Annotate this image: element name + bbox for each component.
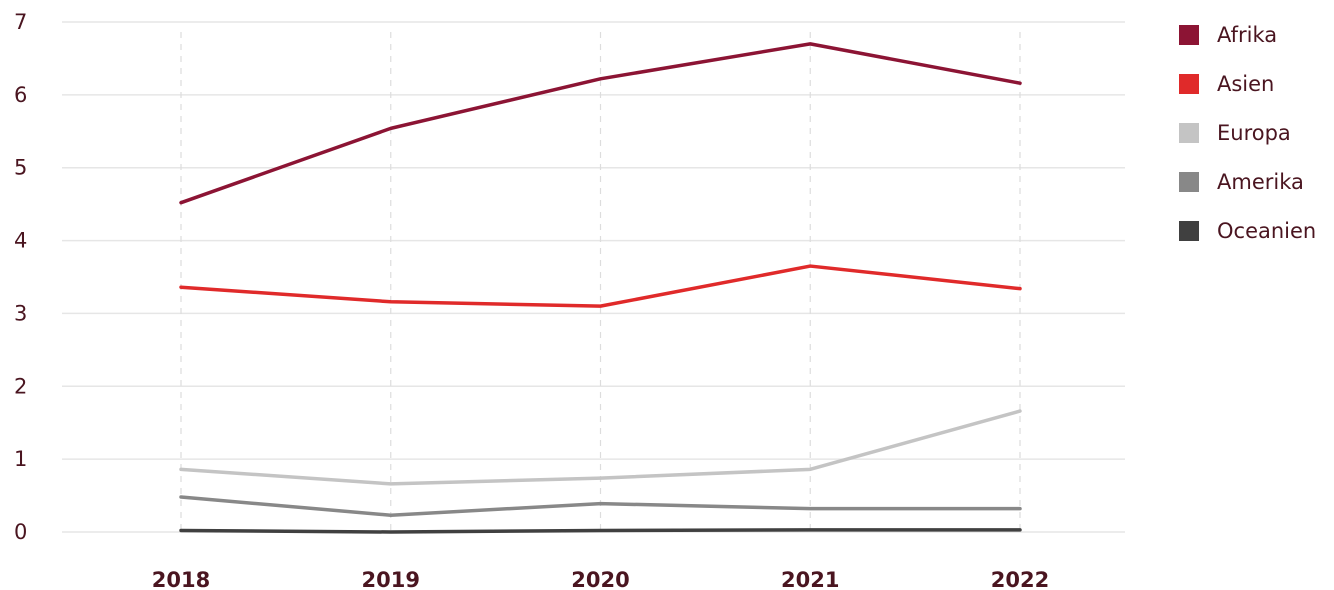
series-lines <box>179 42 1022 534</box>
legend-item: Amerika <box>1179 157 1329 206</box>
legend-label: Asien <box>1217 71 1275 96</box>
y-tick-label: 5 <box>14 156 27 180</box>
legend-swatch <box>1179 73 1199 94</box>
y-tick-label: 3 <box>14 301 27 325</box>
y-tick-label: 1 <box>14 447 27 471</box>
legend-swatch <box>1179 220 1199 241</box>
y-tick-label: 6 <box>14 83 27 107</box>
series-line-amerika <box>179 495 1022 517</box>
legend-label: Europa <box>1217 120 1291 145</box>
grid <box>62 21 1125 533</box>
series-line-oceanien <box>179 528 1022 534</box>
legend-label: Amerika <box>1217 169 1304 194</box>
y-tick-label: 4 <box>14 229 27 253</box>
legend-label: Afrika <box>1217 22 1278 47</box>
x-tick-label: 2019 <box>362 568 420 590</box>
y-tick-label: 2 <box>14 374 27 398</box>
legend-item: Asien <box>1179 59 1329 108</box>
x-tick-label: 2018 <box>152 568 210 590</box>
series-line-europa <box>179 409 1022 486</box>
legend-swatch <box>1179 24 1199 45</box>
legend-label: Oceanien <box>1217 218 1317 243</box>
series-line-afrika <box>179 42 1022 205</box>
legend: Afrika Asien Europa Amerika Oceanien <box>1179 10 1329 255</box>
x-axis-ticks: 2018 2019 2020 2021 2022 <box>152 568 1049 590</box>
vertical-guides <box>180 32 1021 532</box>
legend-swatch <box>1179 171 1199 192</box>
y-tick-label: 7 <box>14 10 27 34</box>
y-tick-label: 0 <box>14 520 27 544</box>
legend-item: Afrika <box>1179 10 1329 59</box>
series-line-asien <box>179 264 1022 308</box>
legend-swatch <box>1179 122 1199 143</box>
x-tick-label: 2022 <box>991 568 1049 590</box>
x-tick-label: 2021 <box>781 568 839 590</box>
y-axis-ticks: 0 1 2 3 4 5 6 7 <box>14 10 27 544</box>
x-tick-label: 2020 <box>571 568 629 590</box>
legend-item: Europa <box>1179 108 1329 157</box>
legend-item: Oceanien <box>1179 206 1329 255</box>
